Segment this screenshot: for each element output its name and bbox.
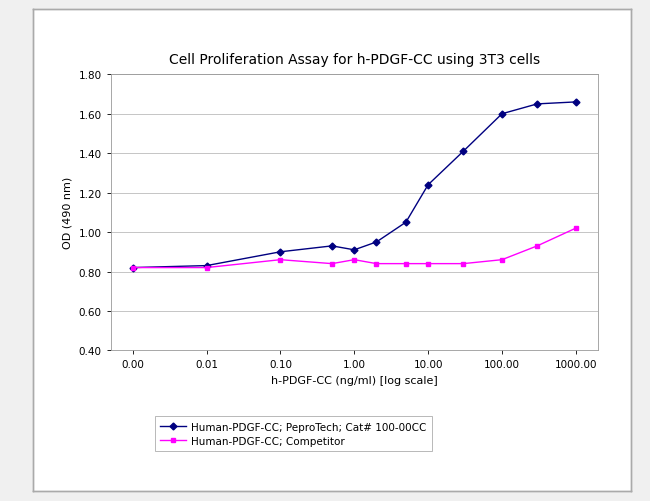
Human-PDGF-CC; Competitor bbox=[533, 243, 541, 249]
Human-PDGF-CC; Competitor bbox=[424, 261, 432, 267]
Human-PDGF-CC; PeproTech; Cat# 100-00CC bbox=[402, 220, 410, 226]
Human-PDGF-CC; PeproTech; Cat# 100-00CC bbox=[424, 182, 432, 188]
Human-PDGF-CC; Competitor bbox=[203, 265, 211, 271]
X-axis label: h-PDGF-CC (ng/ml) [log scale]: h-PDGF-CC (ng/ml) [log scale] bbox=[271, 375, 437, 385]
Human-PDGF-CC; PeproTech; Cat# 100-00CC bbox=[276, 249, 284, 256]
Y-axis label: OD (490 nm): OD (490 nm) bbox=[63, 177, 73, 249]
Human-PDGF-CC; PeproTech; Cat# 100-00CC bbox=[328, 243, 336, 249]
Human-PDGF-CC; PeproTech; Cat# 100-00CC bbox=[350, 247, 358, 254]
Human-PDGF-CC; PeproTech; Cat# 100-00CC bbox=[498, 112, 506, 118]
Human-PDGF-CC; PeproTech; Cat# 100-00CC bbox=[533, 102, 541, 108]
Line: Human-PDGF-CC; Competitor: Human-PDGF-CC; Competitor bbox=[130, 226, 578, 271]
Human-PDGF-CC; Competitor bbox=[572, 225, 580, 231]
Human-PDGF-CC; Competitor bbox=[328, 261, 336, 267]
Title: Cell Proliferation Assay for h-PDGF-CC using 3T3 cells: Cell Proliferation Assay for h-PDGF-CC u… bbox=[169, 53, 540, 67]
Human-PDGF-CC; PeproTech; Cat# 100-00CC bbox=[203, 263, 211, 269]
Human-PDGF-CC; Competitor bbox=[276, 257, 284, 263]
Human-PDGF-CC; PeproTech; Cat# 100-00CC bbox=[372, 239, 380, 245]
Human-PDGF-CC; PeproTech; Cat# 100-00CC bbox=[129, 265, 136, 271]
Human-PDGF-CC; PeproTech; Cat# 100-00CC bbox=[460, 149, 467, 155]
Human-PDGF-CC; Competitor bbox=[372, 261, 380, 267]
Human-PDGF-CC; Competitor bbox=[498, 257, 506, 263]
Human-PDGF-CC; PeproTech; Cat# 100-00CC bbox=[572, 100, 580, 106]
Human-PDGF-CC; Competitor bbox=[129, 265, 136, 271]
Legend: Human-PDGF-CC; PeproTech; Cat# 100-00CC, Human-PDGF-CC; Competitor: Human-PDGF-CC; PeproTech; Cat# 100-00CC,… bbox=[155, 416, 432, 451]
Human-PDGF-CC; Competitor bbox=[402, 261, 410, 267]
Human-PDGF-CC; Competitor bbox=[350, 257, 358, 263]
Human-PDGF-CC; Competitor bbox=[460, 261, 467, 267]
Line: Human-PDGF-CC; PeproTech; Cat# 100-00CC: Human-PDGF-CC; PeproTech; Cat# 100-00CC bbox=[130, 100, 578, 271]
